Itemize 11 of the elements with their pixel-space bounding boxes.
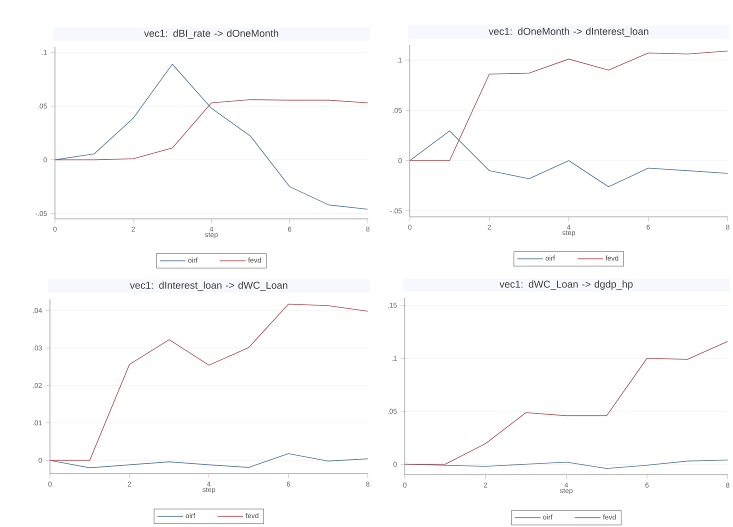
line-series	[410, 50, 728, 162]
line-series	[54, 64, 368, 210]
chart-title: vec1: dOneMonth -> dInterest_loan	[488, 28, 648, 37]
line-series	[50, 304, 368, 461]
line-series	[50, 453, 368, 468]
line-series	[410, 130, 728, 188]
chart-title: vec1: dBI_rate -> dOneMonth	[144, 30, 278, 39]
chart-title: vec1: dWC_Loan -> dgdp_hp	[499, 280, 633, 290]
line-series	[54, 99, 368, 160]
line-series	[404, 341, 728, 465]
chart-title: vec1: dInterest_loan -> dWC_Loan	[130, 282, 288, 291]
